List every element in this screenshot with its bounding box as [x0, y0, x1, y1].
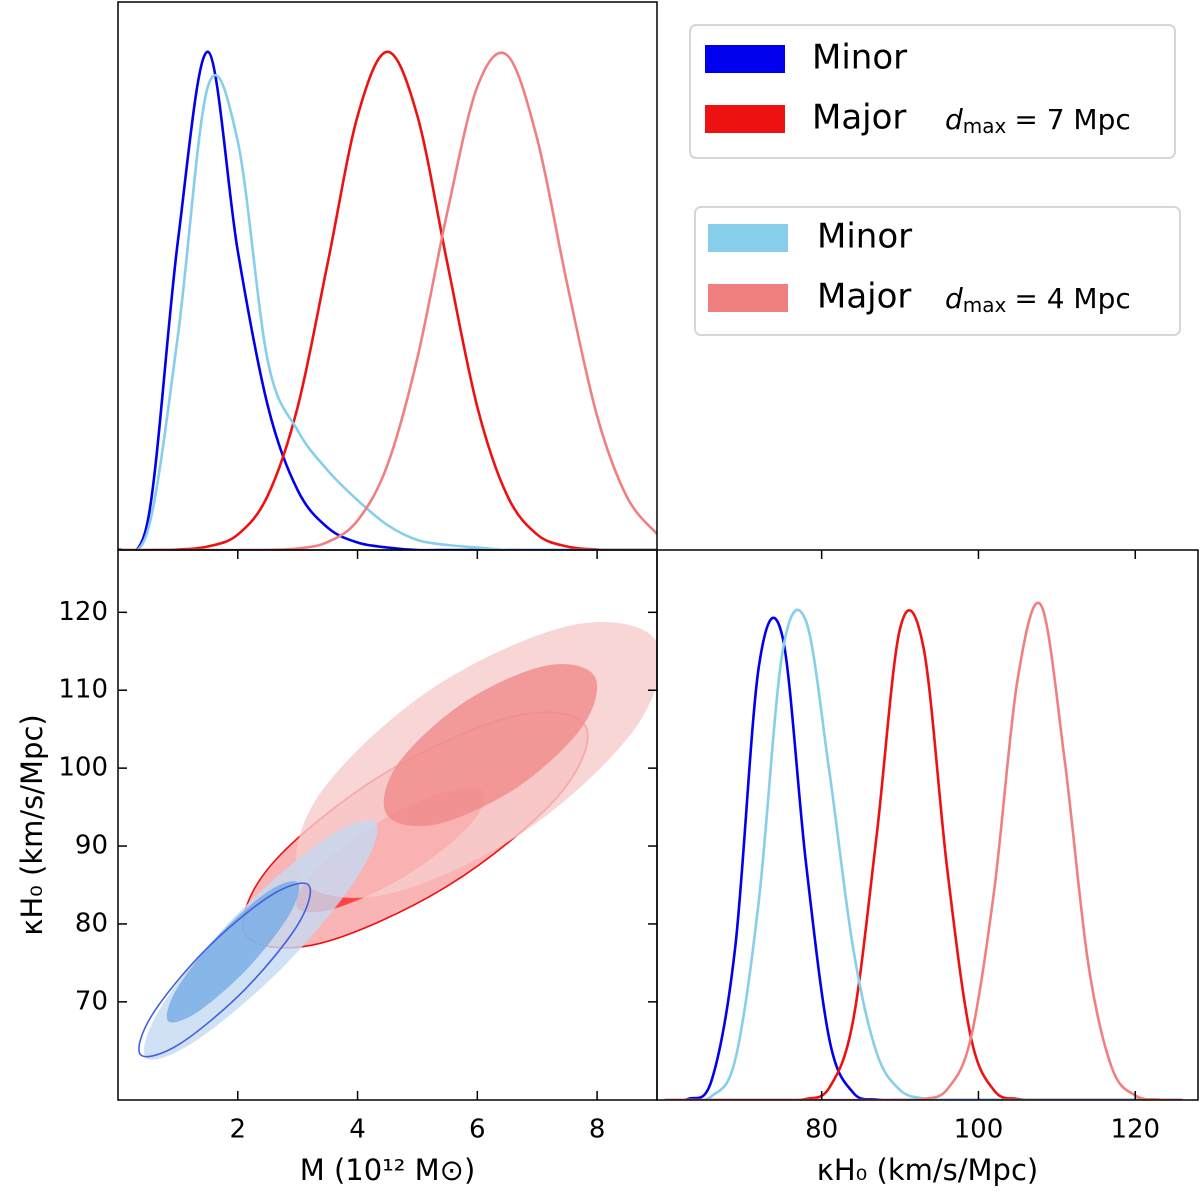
- density-curve: [118, 50, 657, 550]
- legend-label: Minor: [812, 38, 907, 78]
- symbol: d: [945, 282, 963, 315]
- y-tick-label: 90: [75, 831, 108, 861]
- group-text: = 4 Mpc: [1014, 282, 1130, 315]
- density-curve: [118, 51, 657, 550]
- subscript: max: [963, 293, 1007, 317]
- legend-swatch: [705, 45, 785, 73]
- contour: [138, 882, 312, 1058]
- group-text: = 7 Mpc: [1014, 103, 1130, 136]
- x-tick-label: 4: [349, 1115, 366, 1145]
- legend-group-label: dmax = 4 Mpc: [945, 282, 1131, 317]
- subscript: max: [963, 114, 1007, 138]
- y-tick-label: 120: [58, 597, 108, 627]
- y-tick-label: 110: [58, 675, 108, 705]
- x-axis-label: κH₀ (km/s/Mpc): [817, 1153, 1038, 1187]
- legend-box: [689, 24, 1176, 159]
- contour: [166, 881, 300, 1023]
- panel-frame: [656, 549, 1199, 1101]
- legend-label: Major: [812, 98, 906, 138]
- x-tick-label: 80: [805, 1115, 838, 1145]
- density-curve: [664, 616, 1183, 1100]
- x-tick-label: 6: [469, 1115, 486, 1145]
- density-curve: [664, 608, 1183, 1100]
- x-tick-label: 100: [954, 1115, 1004, 1145]
- legend-group-label: dmax = 7 Mpc: [945, 103, 1131, 138]
- x-tick-label: 120: [1110, 1115, 1160, 1145]
- contour: [383, 664, 598, 827]
- legend-label: Major: [817, 277, 911, 317]
- legend-swatch: [708, 224, 788, 252]
- x-axis-label: M (10¹² M⊙): [300, 1153, 476, 1187]
- y-tick-label: 70: [75, 986, 108, 1016]
- legend-label: Minor: [817, 217, 912, 257]
- density-curve: [118, 50, 657, 550]
- x-tick-label: 2: [230, 1115, 247, 1145]
- density-curve: [664, 608, 1183, 1100]
- density-curve: [118, 73, 657, 550]
- y-tick-label: 80: [75, 908, 108, 938]
- legend-box: [694, 206, 1181, 336]
- legend-swatch: [705, 105, 785, 133]
- x-tick-label: 8: [589, 1115, 606, 1145]
- y-axis-label: κH₀ (km/s/Mpc): [15, 714, 49, 935]
- symbol: d: [945, 103, 963, 136]
- density-curve: [664, 601, 1183, 1100]
- legend-swatch: [708, 284, 788, 312]
- y-tick-label: 100: [58, 753, 108, 783]
